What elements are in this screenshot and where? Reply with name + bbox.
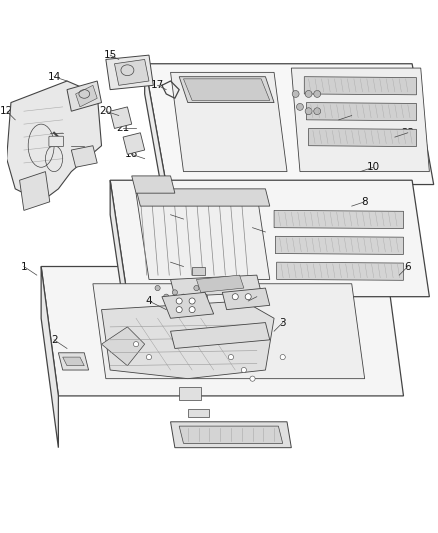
Text: 1: 1	[21, 262, 27, 271]
Circle shape	[181, 294, 186, 300]
Text: 2: 2	[51, 335, 57, 345]
Polygon shape	[110, 107, 132, 128]
Polygon shape	[132, 176, 175, 193]
Polygon shape	[188, 409, 209, 417]
Circle shape	[176, 306, 182, 313]
Polygon shape	[162, 293, 214, 318]
Text: 14: 14	[47, 72, 61, 82]
Text: 4: 4	[254, 292, 260, 302]
Text: 7: 7	[167, 209, 174, 220]
Polygon shape	[136, 189, 270, 206]
Polygon shape	[277, 262, 403, 280]
Polygon shape	[71, 146, 97, 167]
Circle shape	[189, 306, 195, 313]
Polygon shape	[179, 387, 201, 400]
Text: 5: 5	[167, 257, 174, 267]
Polygon shape	[114, 60, 149, 85]
Circle shape	[155, 286, 160, 290]
Text: 22: 22	[401, 128, 414, 138]
Polygon shape	[170, 322, 270, 349]
Polygon shape	[93, 284, 365, 378]
Text: 12: 12	[0, 106, 13, 116]
Polygon shape	[110, 180, 127, 331]
Circle shape	[314, 91, 321, 98]
Text: 16: 16	[125, 149, 138, 159]
Circle shape	[176, 298, 182, 304]
Circle shape	[202, 294, 208, 300]
Polygon shape	[20, 172, 50, 211]
Polygon shape	[274, 211, 403, 229]
Polygon shape	[223, 288, 270, 310]
Text: 9: 9	[249, 223, 256, 233]
Polygon shape	[179, 77, 274, 102]
Circle shape	[228, 354, 233, 360]
Polygon shape	[170, 72, 287, 172]
Circle shape	[314, 108, 321, 115]
Polygon shape	[196, 275, 244, 293]
Circle shape	[241, 367, 247, 373]
Text: 18: 18	[65, 141, 78, 151]
Polygon shape	[170, 422, 291, 448]
Polygon shape	[76, 85, 97, 107]
Polygon shape	[106, 55, 153, 90]
Polygon shape	[41, 266, 58, 448]
Text: 20: 20	[99, 106, 113, 116]
Text: 4: 4	[146, 296, 152, 306]
Polygon shape	[58, 353, 88, 370]
Polygon shape	[145, 64, 166, 215]
Polygon shape	[136, 193, 270, 279]
Circle shape	[305, 108, 312, 115]
FancyBboxPatch shape	[49, 136, 64, 147]
Circle shape	[134, 342, 138, 347]
Polygon shape	[63, 357, 84, 366]
Text: 15: 15	[103, 50, 117, 60]
Polygon shape	[110, 180, 429, 297]
Text: 17: 17	[151, 80, 164, 90]
Circle shape	[189, 298, 195, 304]
Circle shape	[146, 354, 152, 360]
Polygon shape	[276, 236, 403, 254]
Text: 10: 10	[367, 162, 380, 172]
Text: 3: 3	[279, 318, 286, 328]
Circle shape	[305, 91, 312, 98]
Circle shape	[250, 376, 255, 381]
Circle shape	[194, 286, 199, 290]
Polygon shape	[7, 81, 102, 202]
Text: 19: 19	[43, 128, 57, 138]
Polygon shape	[309, 128, 417, 147]
Polygon shape	[67, 81, 102, 111]
Text: 6: 6	[404, 262, 411, 271]
Circle shape	[172, 290, 177, 295]
Polygon shape	[41, 266, 403, 396]
Circle shape	[297, 103, 304, 110]
Text: 8: 8	[361, 197, 368, 207]
Polygon shape	[170, 275, 261, 297]
Polygon shape	[102, 327, 145, 366]
Circle shape	[245, 294, 251, 300]
Circle shape	[164, 294, 169, 300]
Polygon shape	[123, 133, 145, 155]
Polygon shape	[307, 102, 417, 120]
Text: 21: 21	[117, 124, 130, 133]
Circle shape	[280, 354, 285, 360]
Polygon shape	[304, 77, 417, 95]
Circle shape	[232, 294, 238, 300]
Polygon shape	[291, 68, 429, 172]
Text: 11: 11	[345, 110, 358, 120]
Polygon shape	[145, 64, 434, 184]
Polygon shape	[192, 266, 205, 275]
Polygon shape	[102, 301, 274, 378]
Circle shape	[292, 91, 299, 98]
Polygon shape	[184, 79, 270, 100]
Polygon shape	[179, 426, 283, 443]
